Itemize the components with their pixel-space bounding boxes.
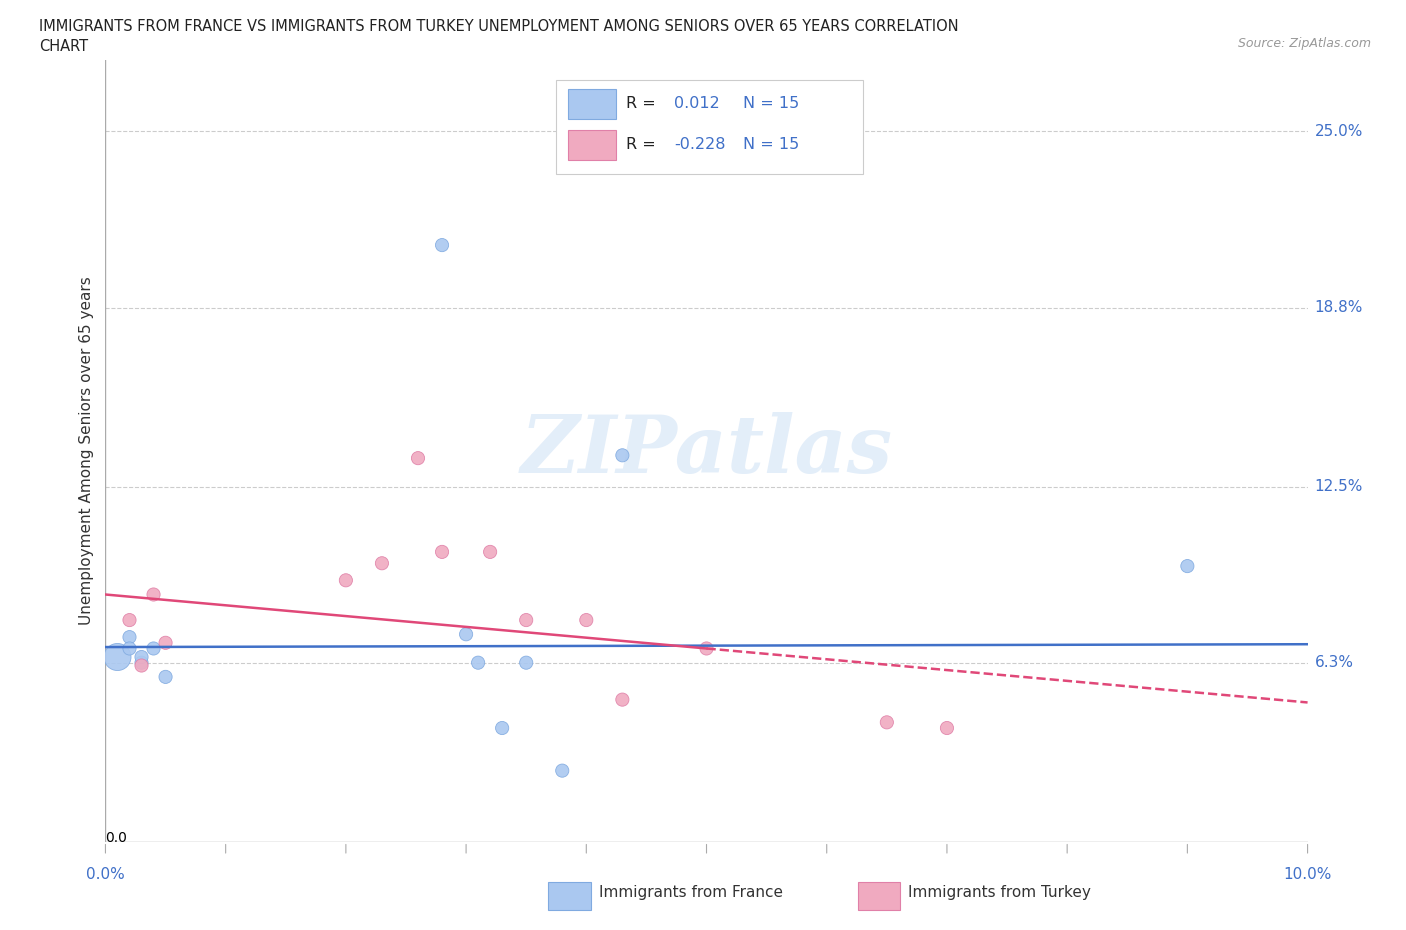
Point (430, 544, 453, 559)
Point (551, 764, 574, 778)
Point (155, 635, 177, 650)
Point (430, 238, 453, 253)
Text: Source: ZipAtlas.com: Source: ZipAtlas.com (1237, 37, 1371, 50)
Point (118, 613, 141, 628)
Text: Immigrants from Turkey: Immigrants from Turkey (908, 885, 1091, 900)
FancyBboxPatch shape (568, 130, 616, 160)
Text: 12.5%: 12.5% (1315, 479, 1362, 494)
Text: 18.8%: 18.8% (1315, 300, 1362, 315)
Text: R =: R = (626, 96, 661, 111)
Point (118, 641, 141, 656)
Text: 0.012: 0.012 (673, 96, 720, 111)
Point (107, 649, 129, 664)
Point (155, 670, 177, 684)
Point (1175, 559, 1198, 574)
Point (118, 630, 141, 644)
Point (467, 656, 489, 671)
Point (131, 656, 153, 671)
Point (612, 692, 634, 707)
Point (142, 587, 165, 602)
Text: ZIPatlas: ZIPatlas (520, 412, 893, 490)
Text: 10.0%: 10.0% (1284, 867, 1331, 882)
Point (142, 641, 165, 656)
Text: Immigrants from France: Immigrants from France (599, 885, 783, 900)
Point (454, 627, 477, 642)
FancyBboxPatch shape (557, 80, 863, 174)
Point (612, 448, 634, 463)
Point (515, 656, 537, 671)
Y-axis label: Unemployment Among Seniors over 65 years: Unemployment Among Seniors over 65 years (79, 277, 94, 626)
Point (479, 544, 502, 559)
Point (335, 573, 357, 588)
Point (491, 721, 513, 736)
Text: 25.0%: 25.0% (1315, 124, 1362, 139)
Text: 6.3%: 6.3% (1315, 655, 1354, 671)
Point (131, 658, 153, 673)
Point (406, 451, 429, 466)
FancyBboxPatch shape (568, 89, 616, 119)
Text: 0.0%: 0.0% (86, 867, 125, 882)
Point (936, 721, 959, 736)
Point (131, 649, 153, 664)
Text: 0.0: 0.0 (105, 830, 128, 844)
Text: N = 15: N = 15 (742, 137, 799, 152)
Point (371, 556, 394, 571)
Text: -0.228: -0.228 (673, 137, 725, 152)
Point (575, 613, 598, 628)
Text: R =: R = (626, 137, 661, 152)
Text: CHART: CHART (39, 39, 89, 54)
Text: IMMIGRANTS FROM FRANCE VS IMMIGRANTS FROM TURKEY UNEMPLOYMENT AMONG SENIORS OVER: IMMIGRANTS FROM FRANCE VS IMMIGRANTS FRO… (39, 19, 959, 33)
Text: N = 15: N = 15 (742, 96, 799, 111)
Point (876, 715, 898, 730)
Point (515, 613, 537, 628)
Point (696, 641, 718, 656)
